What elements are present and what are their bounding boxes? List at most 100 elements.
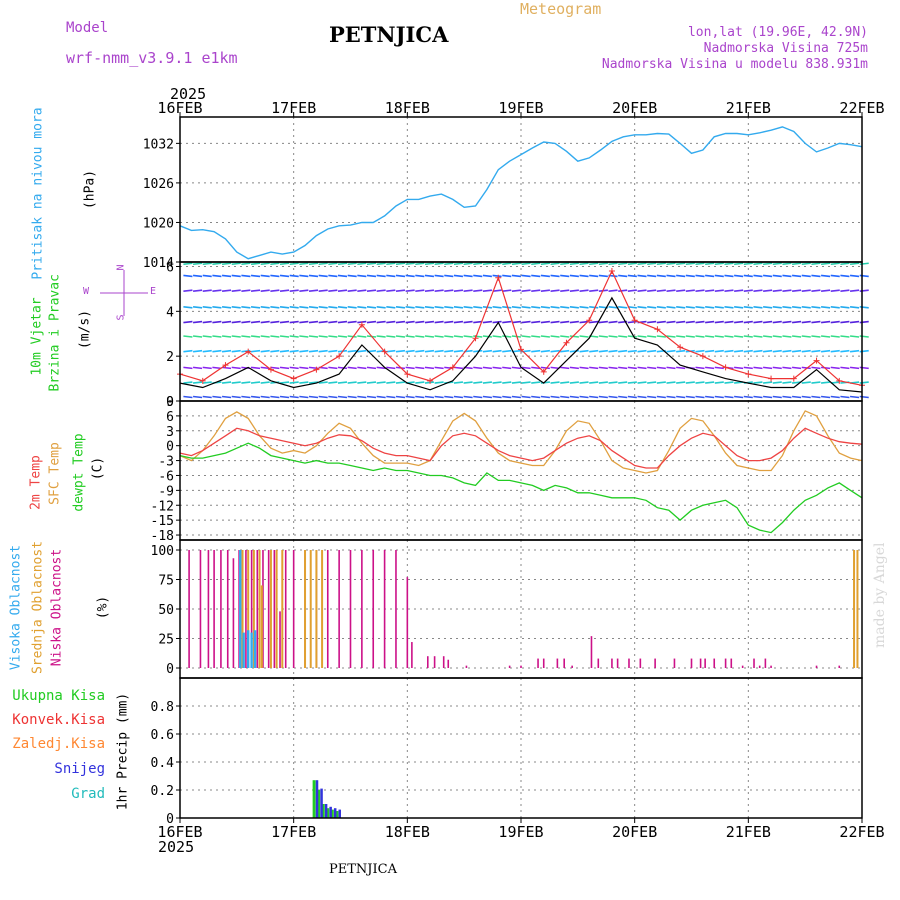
wind-arrow (502, 381, 512, 384)
wind-arrow (386, 306, 396, 309)
wind-arrow (357, 381, 367, 384)
precip-snow-bar (320, 788, 323, 818)
wind-arrow (328, 349, 338, 353)
cloud-low-bar (758, 665, 761, 668)
wind-arrow (202, 274, 212, 278)
wind-arrow (482, 366, 493, 370)
wind-arrow (347, 349, 357, 353)
wind-arrow (279, 274, 290, 278)
pressure-y-tick-label: 1020 (143, 216, 174, 231)
pressure-y-tick-label: 1026 (143, 177, 174, 192)
wind-arrow (820, 381, 831, 384)
wind-arrow (415, 349, 425, 353)
wind-arrow (434, 349, 444, 353)
wind-arrow (859, 274, 869, 278)
cloud-low-bar (447, 659, 450, 668)
wind-arrow (386, 349, 396, 353)
wind-arrow (260, 381, 270, 384)
wind-arrow (231, 335, 241, 338)
wind-arrow (299, 274, 309, 278)
precip-snow-bar (338, 809, 341, 818)
cloud-low-bar (770, 665, 772, 668)
temp-y-tick-label: -18 (151, 529, 174, 544)
wind-arrow (782, 366, 792, 370)
cloud-mid-bar (304, 550, 307, 668)
year-bottom: 2025 (158, 838, 195, 856)
wind-arrow (763, 366, 773, 370)
wind-arrow (221, 366, 232, 370)
wind-arrow (849, 262, 860, 266)
wind-arrow (473, 366, 483, 370)
wind-arrow (299, 335, 309, 338)
wind-arrow (415, 306, 425, 309)
wind-arrow (221, 395, 232, 399)
wind-arrow (550, 395, 560, 399)
wind-arrow (376, 289, 386, 292)
wind-arrow (279, 381, 290, 384)
wind-arrow (753, 274, 763, 278)
wind-arrow (453, 274, 464, 278)
wind-arrow (405, 366, 415, 370)
wind-arrow (705, 381, 715, 384)
wind-arrow (337, 335, 348, 338)
wind-arrow (473, 349, 483, 353)
wind-arrow (289, 306, 299, 309)
wind-arrow (424, 349, 435, 353)
wind-arrow (540, 320, 550, 324)
wind-arrow (637, 289, 647, 292)
wind-arrow (540, 335, 550, 338)
wind-arrow (772, 289, 782, 292)
wind-arrow (550, 262, 560, 266)
wind-arrow (820, 395, 831, 399)
wind-arrow (347, 262, 357, 266)
cloud-high-bar (250, 632, 253, 668)
model-label: Model (66, 20, 109, 36)
wind-arrow (763, 349, 773, 353)
wind-arrow (511, 395, 521, 399)
wind-arrow (627, 366, 637, 370)
wind-arrow (241, 262, 251, 266)
wind-arrow (685, 320, 695, 324)
temp-y-tick-label: 9 (166, 395, 174, 410)
precip-snow-bar (329, 806, 332, 818)
wind-arrow (453, 335, 464, 338)
wind-arrow (782, 395, 792, 399)
wind-arrow (289, 381, 299, 384)
wind-arrow (618, 349, 628, 353)
wind-arrow (241, 381, 251, 384)
wind-arrow (849, 349, 860, 353)
wind-arrow (453, 381, 464, 384)
wind-arrow (405, 274, 415, 278)
wind-arrow (531, 349, 541, 353)
wind-arrow (299, 366, 309, 370)
wind-arrow (202, 289, 212, 292)
wind-arrow (763, 274, 773, 278)
wind-arrow (202, 366, 212, 370)
wind-arrow (386, 335, 396, 338)
wind-arrow (695, 306, 705, 309)
wind-arrow (782, 335, 792, 338)
wind-arrow (328, 320, 338, 324)
wind-arrow (734, 274, 744, 278)
wind-arrow (560, 349, 570, 353)
wind-arrow (695, 274, 705, 278)
wind-arrow (849, 335, 860, 338)
wind-arrow (376, 320, 386, 324)
wind-arrow (608, 349, 618, 353)
model-name: wrf-nmm_v3.9.1 e1km (66, 49, 238, 67)
wind-arrow (598, 395, 608, 399)
wind-arrow (318, 274, 328, 278)
wind-arrow (859, 320, 869, 324)
wind-arrow (685, 381, 695, 384)
wind-arrow (763, 262, 773, 266)
time-tick-label-top: 22FEB (839, 99, 884, 117)
wind-arrow (560, 381, 570, 384)
wind-arrow (801, 306, 811, 309)
wind-arrow (221, 349, 232, 353)
wind-arrow (627, 320, 637, 324)
wind-arrow (801, 274, 811, 278)
wind-arrow (347, 289, 357, 292)
wind-arrow (444, 395, 454, 399)
wind-arrow (415, 366, 425, 370)
